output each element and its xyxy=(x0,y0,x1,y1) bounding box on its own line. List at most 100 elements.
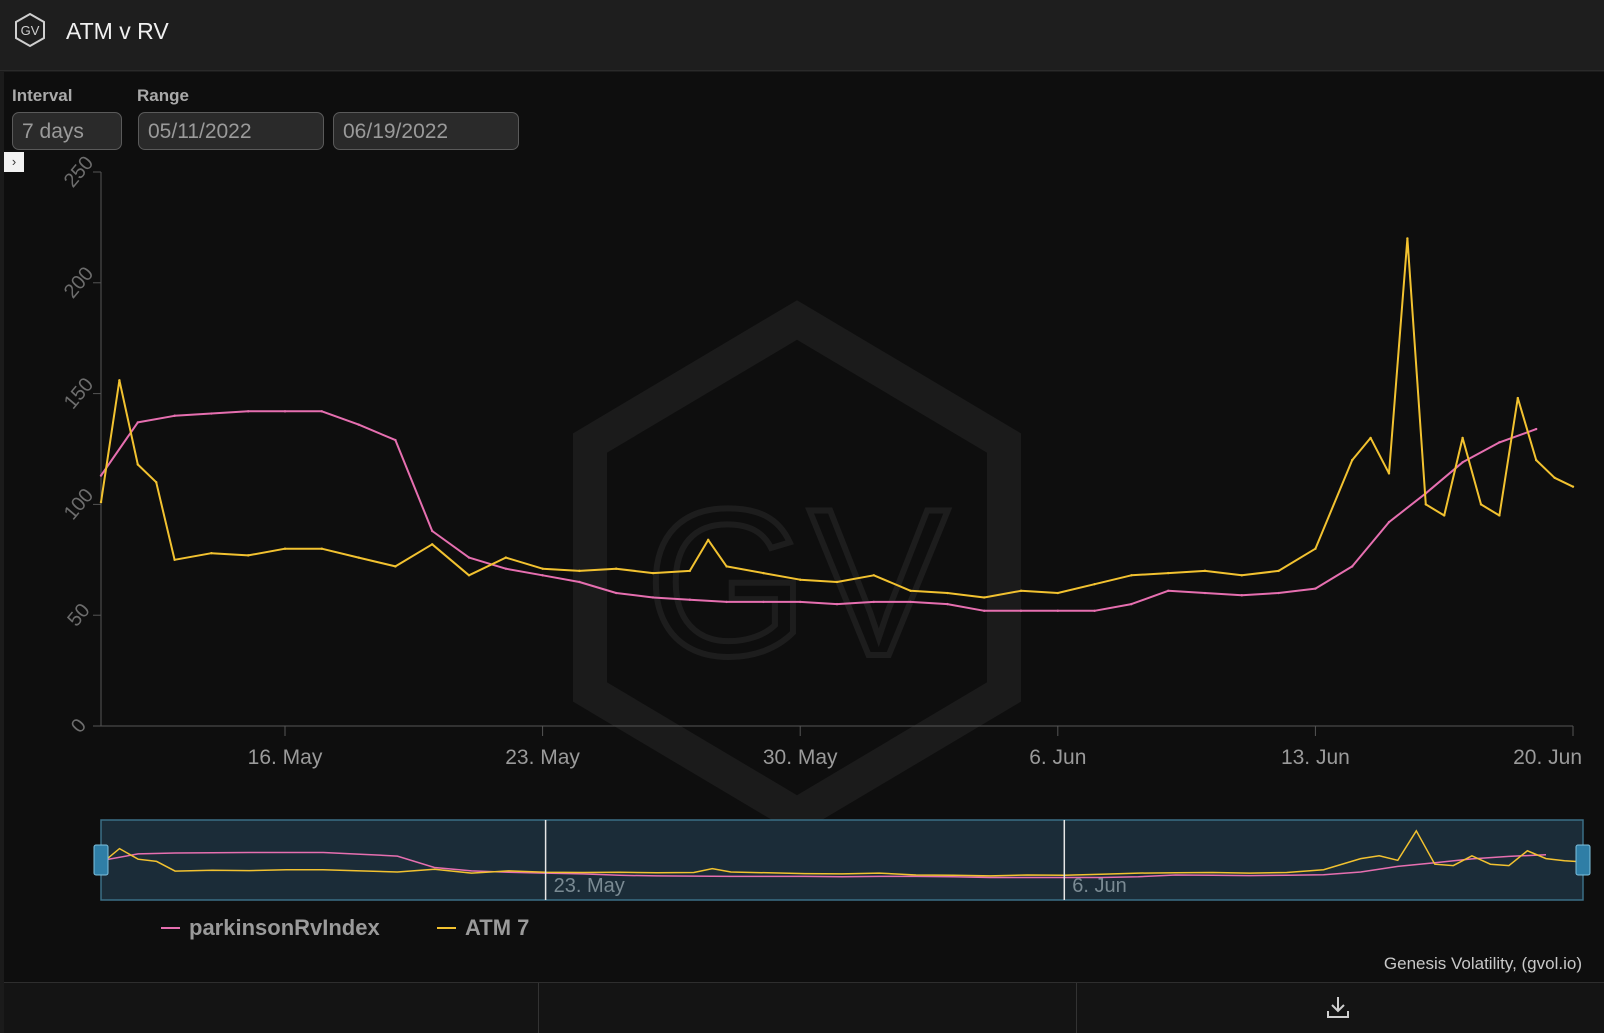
data-point xyxy=(357,423,360,426)
data-point xyxy=(651,596,655,599)
data-point xyxy=(1277,569,1280,573)
navigator-tick-label: 23. May xyxy=(554,875,625,897)
data-point xyxy=(1351,458,1354,462)
data-point xyxy=(1535,458,1538,462)
navigator-handle-left[interactable] xyxy=(93,844,109,876)
logo-text: GV xyxy=(21,23,40,38)
data-point xyxy=(1203,591,1207,595)
data-point xyxy=(1314,547,1317,550)
download-icon[interactable] xyxy=(1324,993,1352,1021)
data-point xyxy=(541,574,544,577)
y-tick-label: 0 xyxy=(67,715,91,738)
navigator-tick-label: 6. Jun xyxy=(1072,875,1126,897)
data-point xyxy=(615,567,618,570)
data-point xyxy=(1553,476,1556,480)
gv-logo-icon: GV xyxy=(15,12,45,48)
y-tick-label: 250 xyxy=(60,152,98,192)
data-point xyxy=(394,565,397,568)
x-tick-label: 20. Jun xyxy=(1513,746,1582,769)
navigator-handle-right[interactable] xyxy=(1575,844,1591,876)
x-tick-label: 30. May xyxy=(763,746,838,769)
data-point xyxy=(504,556,507,559)
legend-item-1[interactable]: ATM 7 xyxy=(437,915,529,940)
data-point xyxy=(725,600,728,604)
data-point xyxy=(155,481,158,484)
legend-item-0[interactable]: parkinsonRvIndex xyxy=(161,915,380,940)
watermark: GV xyxy=(573,300,1021,835)
legend-label: ATM 7 xyxy=(465,915,529,940)
data-point xyxy=(173,558,176,561)
data-point xyxy=(467,556,471,559)
y-tick-label: 200 xyxy=(60,263,98,303)
data-point xyxy=(1516,396,1520,400)
credit-text: Genesis Volatility, (gvol.io) xyxy=(1383,954,1582,973)
data-point xyxy=(762,571,765,575)
navigator-window xyxy=(100,819,1584,901)
interval-label: Interval xyxy=(12,86,73,105)
data-point xyxy=(1019,609,1023,612)
data-point xyxy=(1369,436,1372,440)
data-point xyxy=(1240,594,1244,597)
data-point xyxy=(1314,587,1317,590)
data-point xyxy=(320,410,323,413)
data-point xyxy=(247,554,250,557)
data-point xyxy=(210,412,213,415)
data-point xyxy=(1130,574,1133,577)
atm-rv-chart: GV 0 50 100 150 200 250 16. May 23. May 30. May 6… xyxy=(60,152,1591,940)
data-point xyxy=(983,609,986,612)
data-point xyxy=(1019,589,1023,593)
chevron-right-icon[interactable]: › xyxy=(4,152,24,172)
footer-divider xyxy=(1076,983,1077,1033)
data-point xyxy=(872,574,875,577)
data-point xyxy=(983,596,986,599)
data-point xyxy=(909,589,912,593)
data-point xyxy=(946,591,949,595)
legend-label: parkinsonRvIndex xyxy=(189,915,380,940)
data-point xyxy=(688,569,691,573)
data-point xyxy=(1443,514,1446,517)
data-point xyxy=(1498,441,1501,444)
range-end-input[interactable]: 06/19/2022 xyxy=(333,112,519,150)
series-line-0 xyxy=(100,410,1537,612)
data-point xyxy=(541,567,544,570)
y-tick-label: 150 xyxy=(60,374,98,414)
data-point xyxy=(1498,514,1501,517)
x-tick-label: 13. Jun xyxy=(1281,746,1350,769)
data-point xyxy=(247,410,250,413)
data-point xyxy=(799,600,802,604)
y-tick-label: 50 xyxy=(63,600,94,631)
data-point xyxy=(835,580,839,584)
data-point xyxy=(1479,503,1483,506)
data-point xyxy=(835,602,839,606)
data-point xyxy=(1167,571,1170,575)
data-point xyxy=(136,463,139,466)
data-point xyxy=(1461,461,1464,464)
data-point xyxy=(725,565,728,568)
data-point xyxy=(210,551,213,555)
interval-select[interactable]: 7 days xyxy=(12,112,122,150)
data-point xyxy=(1351,565,1354,568)
footer-bar xyxy=(4,982,1604,1033)
data-point xyxy=(1571,485,1575,488)
x-tick-label: 16. May xyxy=(248,746,323,769)
range-start-input[interactable]: 05/11/2022 xyxy=(138,112,324,150)
data-point xyxy=(1424,503,1428,506)
page-title: ATM v RV xyxy=(66,18,169,44)
data-point xyxy=(1277,591,1280,595)
data-point xyxy=(872,600,875,604)
data-point xyxy=(1056,591,1060,595)
data-point xyxy=(762,600,765,604)
data-point xyxy=(1406,237,1409,240)
data-point xyxy=(1203,569,1207,573)
data-point xyxy=(394,438,397,442)
data-point xyxy=(1167,589,1170,593)
data-point xyxy=(136,421,139,424)
data-point xyxy=(707,538,710,542)
series-line-1 xyxy=(100,237,1574,599)
data-point xyxy=(118,379,121,382)
data-point xyxy=(1461,436,1464,440)
data-point xyxy=(1387,472,1391,475)
data-point xyxy=(173,414,176,417)
data-point xyxy=(504,567,507,570)
title-bar: GV ATM v RV xyxy=(0,0,1604,71)
